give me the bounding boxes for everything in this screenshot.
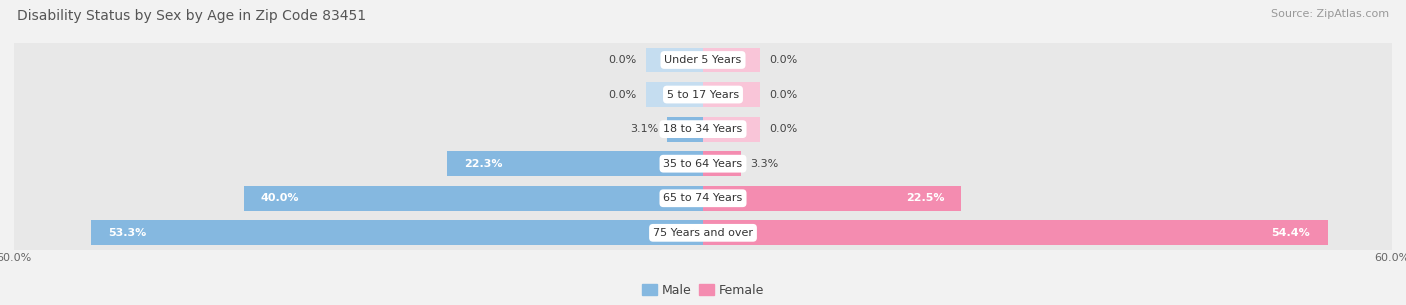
Bar xyxy=(645,48,703,72)
Text: Disability Status by Sex by Age in Zip Code 83451: Disability Status by Sex by Age in Zip C… xyxy=(17,9,366,23)
Bar xyxy=(645,82,703,107)
Bar xyxy=(703,82,761,107)
Text: 22.3%: 22.3% xyxy=(464,159,503,169)
Bar xyxy=(703,186,962,211)
Bar xyxy=(447,151,703,176)
Bar xyxy=(703,151,741,176)
Text: 65 to 74 Years: 65 to 74 Years xyxy=(664,193,742,203)
Bar xyxy=(703,48,761,72)
Text: 40.0%: 40.0% xyxy=(262,193,299,203)
FancyBboxPatch shape xyxy=(10,204,1396,261)
Text: 3.3%: 3.3% xyxy=(749,159,779,169)
FancyBboxPatch shape xyxy=(10,100,1396,158)
Text: 0.0%: 0.0% xyxy=(609,90,637,99)
Bar xyxy=(243,186,703,211)
Text: 3.1%: 3.1% xyxy=(630,124,658,134)
Text: 54.4%: 54.4% xyxy=(1271,228,1310,238)
Text: 0.0%: 0.0% xyxy=(769,90,797,99)
Legend: Male, Female: Male, Female xyxy=(637,279,769,302)
Text: 75 Years and over: 75 Years and over xyxy=(652,228,754,238)
Text: 22.5%: 22.5% xyxy=(905,193,945,203)
Bar xyxy=(668,117,703,142)
Text: 53.3%: 53.3% xyxy=(108,228,146,238)
FancyBboxPatch shape xyxy=(10,170,1396,227)
FancyBboxPatch shape xyxy=(10,66,1396,123)
Text: 5 to 17 Years: 5 to 17 Years xyxy=(666,90,740,99)
Text: 35 to 64 Years: 35 to 64 Years xyxy=(664,159,742,169)
Text: Source: ZipAtlas.com: Source: ZipAtlas.com xyxy=(1271,9,1389,19)
FancyBboxPatch shape xyxy=(10,31,1396,89)
Bar xyxy=(703,117,761,142)
Bar xyxy=(91,221,703,245)
Text: 18 to 34 Years: 18 to 34 Years xyxy=(664,124,742,134)
Bar xyxy=(703,221,1327,245)
Text: Under 5 Years: Under 5 Years xyxy=(665,55,741,65)
Text: 0.0%: 0.0% xyxy=(609,55,637,65)
Text: 0.0%: 0.0% xyxy=(769,124,797,134)
Text: 0.0%: 0.0% xyxy=(769,55,797,65)
FancyBboxPatch shape xyxy=(10,135,1396,192)
